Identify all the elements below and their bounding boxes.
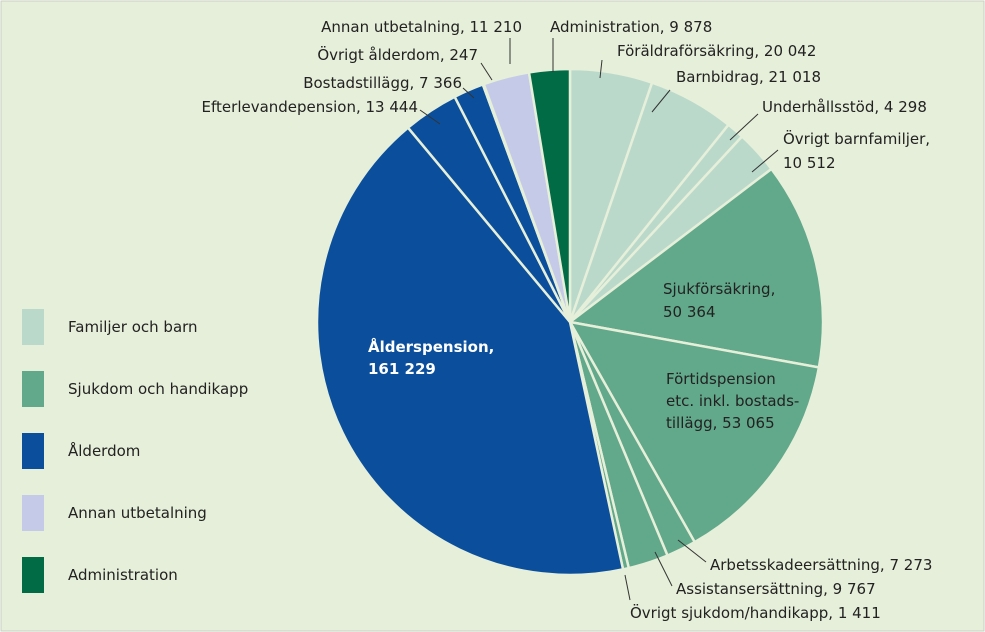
leader-line [729,113,759,141]
slice-label: Assistansersättning, 9 767 [676,580,876,598]
leader-line [677,539,707,563]
leader-line [462,87,475,99]
legend-swatch [22,433,44,469]
leader-line [751,149,779,173]
slice-label: Efterlevandepension, 13 444 [202,98,418,116]
leader-line [624,574,631,601]
slice-label: Bostadstillägg, 7 366 [303,74,462,92]
slice-label: Övrigt barnfamiljer, 10 512 [783,129,930,172]
legend-label: Ålderdom [68,441,140,460]
slice-label: Underhållsstöd, 4 298 [762,98,927,116]
legend-swatch [22,557,44,593]
legend-swatch [22,495,44,531]
legend-label: Sjukdom och handikapp [68,380,248,398]
slice-label: Övrigt ålderdom, 247 [317,45,478,64]
slice-label: Övrigt sjukdom/handikapp, 1 411 [630,603,881,622]
slice-label: Administration, 9 878 [550,18,712,36]
slice-label: Arbetsskadeersättning, 7 273 [710,556,932,574]
leader-line [480,62,493,81]
leader-line [599,59,603,79]
slice-label: Annan utbetalning, 11 210 [321,18,522,36]
legend-swatch [22,309,44,345]
slice-label: Föräldraförsäkring, 20 042 [617,42,816,60]
leader-line [419,109,441,125]
pie-slice [315,125,625,577]
legend-swatch [22,371,44,407]
slice-label: Barnbidrag, 21 018 [676,68,821,86]
slice-label: Förtidspension etc. inkl. bostads-tillägg… [666,370,799,432]
leader-line [651,89,671,113]
pie-slice [567,320,821,544]
pie-slice [527,67,572,323]
legend-label: Administration [68,566,178,584]
leader-line [654,551,673,587]
legend-label: Familjer och barn [68,318,198,336]
slice-label: Sjukförsäkring, 50 364 [663,280,775,321]
pie-slice [566,167,825,369]
legend-label: Annan utbetalning [68,504,207,522]
slice-label: Ålderspension, 161 229 [368,337,494,378]
